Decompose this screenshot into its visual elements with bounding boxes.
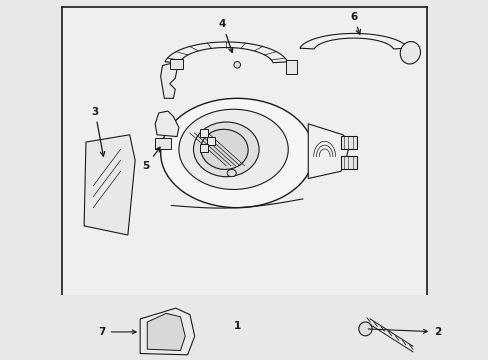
Ellipse shape: [161, 98, 313, 208]
Ellipse shape: [227, 170, 236, 177]
Text: 3: 3: [91, 107, 104, 156]
Text: 6: 6: [349, 12, 360, 34]
Polygon shape: [307, 124, 349, 179]
Ellipse shape: [399, 41, 420, 64]
Ellipse shape: [233, 62, 240, 68]
FancyBboxPatch shape: [155, 138, 170, 149]
Text: 1: 1: [233, 321, 241, 331]
FancyBboxPatch shape: [341, 156, 357, 170]
Polygon shape: [299, 33, 407, 49]
Polygon shape: [140, 308, 194, 355]
Ellipse shape: [193, 122, 259, 177]
Text: 4: 4: [219, 19, 232, 53]
Polygon shape: [84, 135, 135, 235]
Ellipse shape: [179, 109, 287, 189]
FancyBboxPatch shape: [286, 60, 297, 73]
Ellipse shape: [358, 322, 371, 336]
FancyBboxPatch shape: [169, 59, 182, 69]
Polygon shape: [147, 313, 185, 351]
Text: 5: 5: [142, 147, 160, 171]
Text: 2: 2: [367, 327, 441, 337]
FancyBboxPatch shape: [207, 136, 215, 145]
Polygon shape: [155, 111, 179, 136]
Ellipse shape: [201, 129, 247, 170]
Polygon shape: [161, 64, 177, 98]
FancyBboxPatch shape: [341, 135, 357, 149]
Text: 7: 7: [98, 327, 136, 337]
Polygon shape: [165, 42, 287, 63]
FancyBboxPatch shape: [200, 144, 207, 152]
FancyBboxPatch shape: [200, 129, 207, 137]
